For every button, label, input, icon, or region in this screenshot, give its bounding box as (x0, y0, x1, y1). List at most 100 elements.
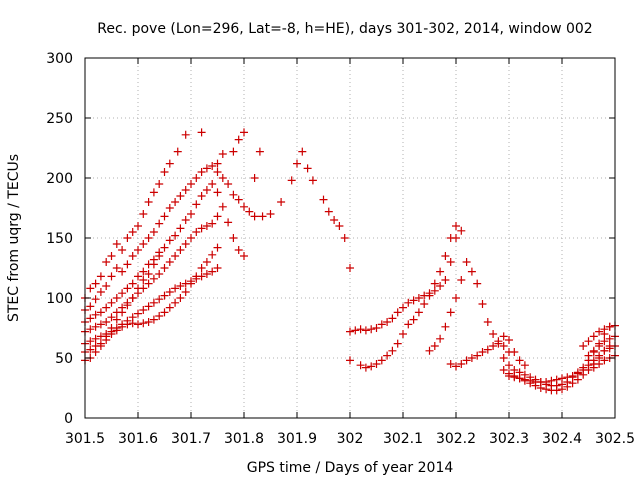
data-point (383, 318, 392, 326)
data-point (515, 374, 524, 383)
data-point (202, 186, 211, 194)
data-point (377, 356, 386, 365)
data-point (430, 286, 439, 295)
data-point (605, 344, 614, 353)
data-point (218, 174, 227, 182)
data-point (335, 222, 344, 230)
data-point (510, 373, 519, 382)
data-point (176, 282, 185, 290)
data-point (144, 302, 153, 311)
data-point (208, 162, 217, 170)
data-point (414, 308, 423, 317)
x-tick-label: 301.7 (171, 431, 211, 447)
data-point (361, 326, 370, 335)
data-point (202, 258, 211, 266)
data-point (213, 243, 222, 252)
data-point (605, 334, 614, 343)
data-point (181, 216, 190, 224)
data-point (128, 279, 137, 288)
data-point (155, 252, 164, 260)
y-tick-label: 300 (46, 51, 73, 67)
data-points (81, 128, 619, 395)
data-point (202, 270, 211, 278)
data-point (473, 351, 482, 360)
data-point (425, 291, 434, 300)
x-tick-label: 301.6 (118, 431, 158, 447)
data-point (112, 240, 121, 248)
data-point (409, 315, 418, 324)
data-point (277, 198, 286, 206)
data-point (467, 267, 476, 276)
data-point (584, 337, 593, 346)
data-point (118, 246, 127, 254)
data-point (123, 284, 132, 293)
data-point (361, 363, 370, 372)
data-point (399, 303, 407, 312)
data-point (558, 374, 566, 383)
data-point (324, 207, 333, 216)
data-point (155, 312, 164, 320)
data-point (173, 147, 182, 156)
data-point (446, 234, 455, 242)
data-point (139, 319, 148, 328)
data-point (393, 308, 402, 317)
data-point (234, 246, 243, 254)
data-point (149, 298, 158, 307)
data-point (160, 168, 169, 176)
data-point (489, 330, 498, 338)
data-point (192, 272, 201, 281)
data-point (86, 302, 95, 311)
data-point (213, 264, 222, 272)
data-point (266, 210, 275, 218)
data-point (462, 356, 471, 365)
data-point (404, 320, 413, 329)
data-point (134, 309, 142, 318)
y-tick-label: 150 (46, 231, 73, 247)
data-point (187, 210, 195, 218)
data-point (563, 382, 572, 391)
data-point (139, 276, 148, 284)
data-point (91, 348, 100, 356)
data-point (91, 322, 100, 331)
data-point (139, 267, 148, 276)
data-point (213, 159, 222, 168)
data-point (86, 345, 95, 354)
data-point (600, 356, 609, 365)
data-point (86, 284, 95, 293)
data-point (102, 282, 111, 290)
data-point (107, 313, 116, 322)
data-point (547, 376, 556, 385)
data-point (197, 128, 206, 137)
data-point (176, 192, 185, 200)
data-point (128, 294, 137, 302)
data-point (139, 240, 148, 248)
data-point (155, 270, 164, 278)
data-point (356, 325, 365, 334)
data-point (589, 332, 598, 341)
data-point (144, 318, 153, 326)
data-point (457, 276, 466, 284)
data-point (112, 264, 121, 272)
data-point (584, 361, 593, 370)
data-point (600, 337, 609, 346)
data-point (552, 386, 561, 395)
data-point (250, 174, 259, 182)
data-point (181, 186, 190, 194)
data-point (197, 192, 206, 200)
data-point (123, 320, 132, 329)
data-point (176, 294, 185, 302)
data-point (595, 351, 604, 360)
data-point (372, 324, 381, 332)
y-tick-label: 0 (64, 411, 73, 427)
data-point (499, 354, 508, 362)
data-point (399, 330, 407, 338)
data-point (393, 339, 402, 348)
data-point (165, 204, 174, 212)
data-point (595, 327, 604, 336)
data-point (436, 282, 445, 290)
data-point (165, 159, 174, 168)
data-point (208, 180, 217, 188)
data-point (165, 288, 174, 296)
data-point (499, 366, 508, 374)
data-point (520, 361, 529, 370)
